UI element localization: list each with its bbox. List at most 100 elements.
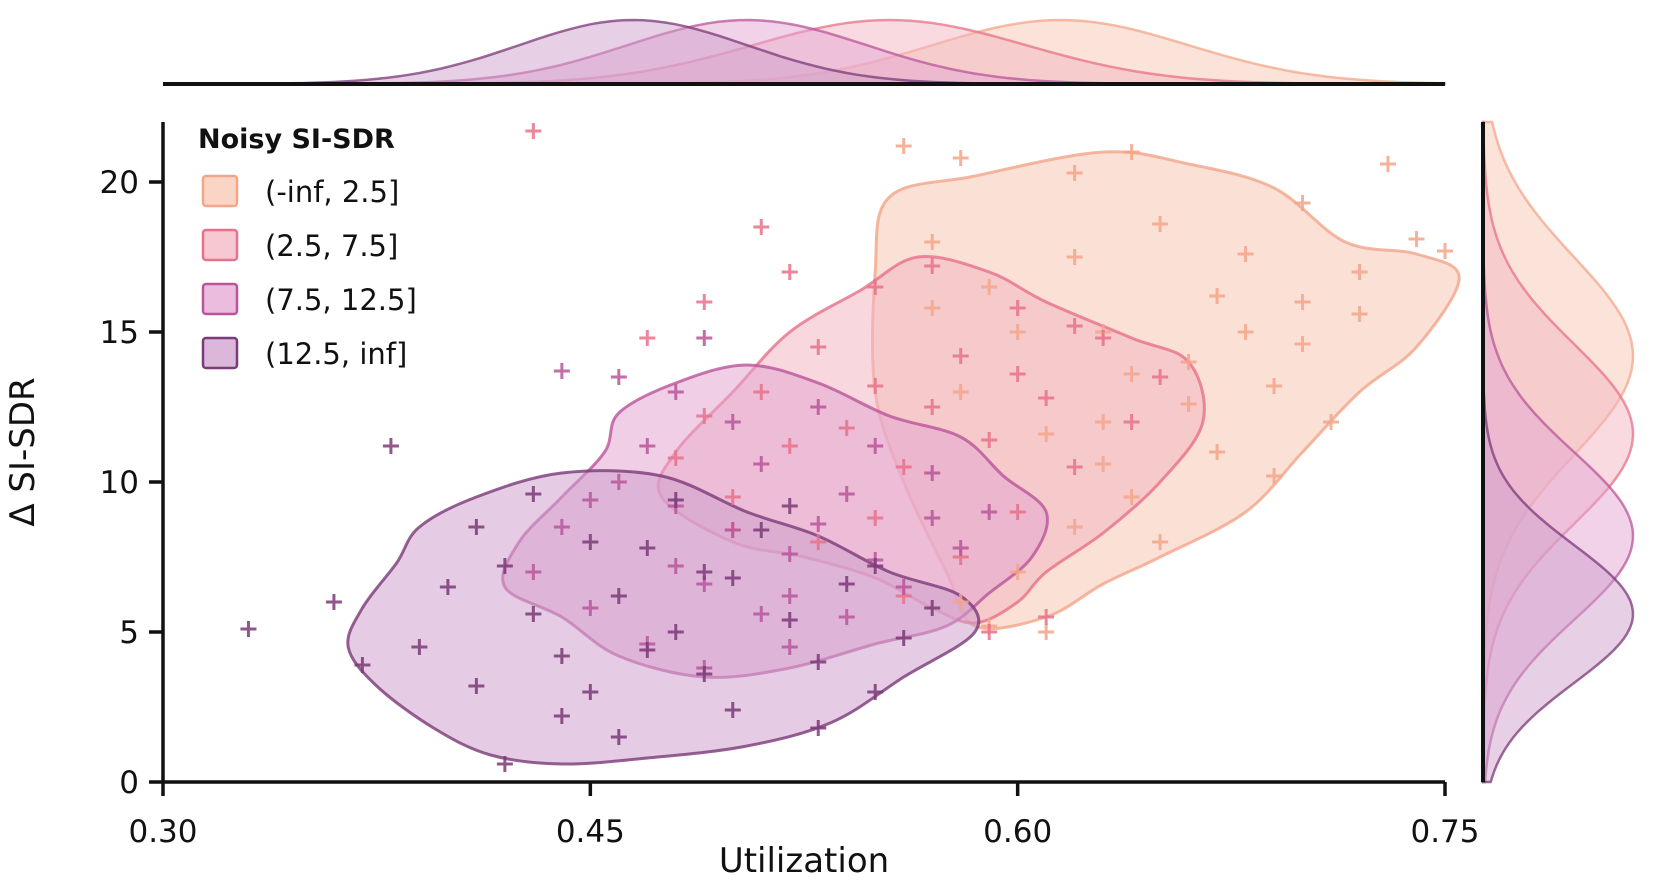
- scatter-point-series-2: [924, 465, 941, 481]
- scatter-point-series-3: [525, 486, 542, 502]
- axes: [161, 82, 1485, 784]
- scatter-point-series-3: [582, 684, 599, 700]
- scatter-point-series-3: [867, 684, 884, 700]
- legend: Noisy SI-SDR (-inf, 2.5] (2.5, 7.5] (7.5, …: [198, 124, 417, 371]
- legend-swatch: [201, 336, 239, 370]
- scatter-point-series-2: [781, 546, 798, 562]
- scatter-point-series-2: [781, 639, 798, 655]
- scatter-point-series-2: [867, 438, 884, 454]
- scatter-point-series-3: [867, 558, 884, 574]
- scatter-point-series-0: [1266, 378, 1283, 394]
- scatter-point-series-3: [724, 702, 741, 718]
- scatter-point-series-1: [639, 330, 656, 346]
- scatter-point-series-3: [240, 621, 257, 637]
- y-tick-label: 20: [100, 165, 139, 201]
- scatter-point-series-3: [753, 522, 770, 538]
- legend-title: Noisy SI-SDR: [198, 124, 395, 155]
- scatter-point-series-3: [667, 624, 684, 640]
- scatter-point-series-1: [981, 432, 998, 448]
- scatter-point-series-1: [781, 264, 798, 280]
- scatter-point-series-2: [582, 600, 599, 616]
- scatter-point-series-1: [810, 339, 827, 355]
- scatter-point-series-0: [1123, 489, 1140, 505]
- scatter-point-series-1: [1009, 366, 1026, 382]
- scatter-point-series-1: [895, 459, 912, 475]
- scatter-point-series-3: [724, 570, 741, 586]
- scatter-point-series-3: [639, 540, 656, 556]
- scatter-point-series-0: [1209, 288, 1226, 304]
- scatter-point-series-0: [1123, 366, 1140, 382]
- scatter-point-series-3: [810, 720, 827, 736]
- scatter-point-series-2: [582, 492, 599, 508]
- scatter-point-series-1: [1009, 504, 1026, 520]
- scatter-point-series-3: [667, 492, 684, 508]
- scatter-point-series-1: [810, 534, 827, 550]
- scatter-point-series-1: [1123, 414, 1140, 430]
- y-axis-title: Δ SI-SDR: [3, 377, 43, 526]
- scatter-point-series-0: [1009, 324, 1026, 340]
- scatter-point-series-3: [781, 498, 798, 514]
- scatter-point-series-0: [1038, 624, 1055, 640]
- scatter-point-series-3: [496, 558, 513, 574]
- scatter-point-series-3: [553, 648, 570, 664]
- scatter-point-series-1: [525, 123, 542, 139]
- scatter-point-series-0: [952, 384, 969, 400]
- scatter-point-series-3: [325, 594, 342, 610]
- y-tick-label: 10: [100, 465, 139, 501]
- scatter-point-series-0: [1437, 243, 1453, 259]
- y-ticks: 0 5 10 15 20: [100, 165, 163, 801]
- scatter-point-series-3: [610, 588, 627, 604]
- scatter-point-series-2: [610, 369, 627, 385]
- scatter-point-series-1: [867, 378, 884, 394]
- scatter-point-series-0: [1095, 456, 1112, 472]
- scatter-points: [240, 123, 1453, 772]
- scatter-point-series-1: [867, 510, 884, 526]
- scatter-point-series-1: [867, 279, 884, 295]
- scatter-point-series-0: [1009, 564, 1026, 580]
- scatter-point-series-0: [1123, 144, 1140, 160]
- x-ticks: 0.30 0.45 0.60 0.75: [128, 782, 1480, 850]
- scatter-point-series-2: [924, 510, 941, 526]
- scatter-point-series-0: [924, 234, 941, 250]
- scatter-point-series-3: [439, 579, 456, 595]
- scatter-point-series-0: [1209, 444, 1226, 460]
- scatter-point-series-1: [753, 384, 770, 400]
- scatter-point-series-1: [1066, 318, 1083, 334]
- scatter-point-series-2: [838, 609, 855, 625]
- scatter-point-series-3: [354, 657, 371, 673]
- scatter-point-series-2: [696, 330, 713, 346]
- scatter-point-series-0: [1237, 324, 1254, 340]
- legend-swatch: [201, 282, 239, 316]
- scatter-point-series-1: [1038, 609, 1055, 625]
- scatter-point-series-0: [1237, 246, 1254, 262]
- scatter-point-series-0: [1066, 249, 1083, 265]
- scatter-point-series-2: [553, 519, 570, 535]
- scatter-point-series-1: [838, 420, 855, 436]
- scatter-point-series-2: [667, 558, 684, 574]
- scatter-point-series-0: [1380, 156, 1397, 172]
- scatter-point-series-0: [1180, 396, 1197, 412]
- scatter-point-series-2: [610, 474, 627, 490]
- scatter-point-series-0: [1294, 294, 1311, 310]
- scatter-point-series-2: [895, 579, 912, 595]
- scatter-point-series-0: [1066, 165, 1083, 181]
- scatter-point-series-0: [952, 150, 969, 166]
- scatter-point-series-0: [895, 138, 912, 154]
- scatter-point-series-3: [696, 666, 713, 682]
- scatter-point-series-1: [981, 624, 998, 640]
- x-axis-title: Utilization: [719, 841, 889, 881]
- scatter-point-series-1: [952, 348, 969, 364]
- scatter-point-series-0: [1066, 519, 1083, 535]
- scatter-point-series-1: [1009, 300, 1026, 316]
- scatter-point-series-0: [952, 594, 969, 610]
- x-tick-label: 0.60: [983, 814, 1052, 850]
- scatter-point-series-3: [838, 576, 855, 592]
- scatter-point-series-0: [1294, 195, 1311, 211]
- x-tick-label: 0.75: [1410, 814, 1479, 850]
- scatter-point-series-3: [582, 534, 599, 550]
- scatter-point-series-3: [895, 630, 912, 646]
- contour-series-3: [346, 469, 981, 766]
- scatter-point-series-0: [981, 279, 998, 295]
- scatter-point-series-3: [781, 612, 798, 628]
